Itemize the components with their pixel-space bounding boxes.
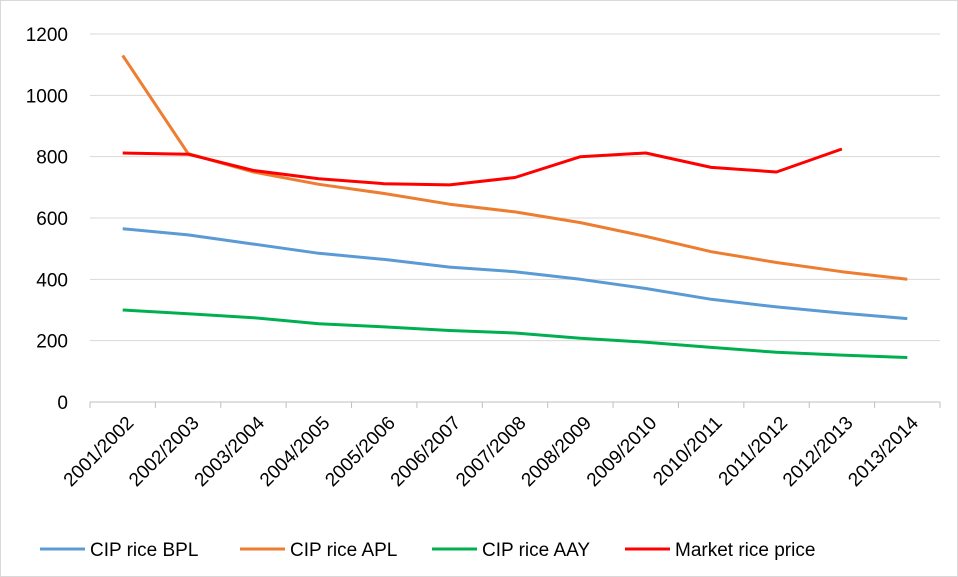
- y-tick-label: 1000: [26, 86, 68, 107]
- legend-label: CIP rice AAY: [482, 540, 590, 561]
- legend-label: CIP rice BPL: [90, 540, 198, 561]
- series-line: [122, 147, 843, 187]
- y-tick-label: 0: [57, 393, 68, 414]
- legend-label: Market rice price: [675, 540, 815, 561]
- y-tick-label: 1200: [26, 25, 68, 46]
- series-line: [122, 227, 908, 321]
- series-line: [122, 308, 908, 359]
- y-tick-label: 400: [36, 270, 68, 291]
- y-tick-label: 600: [36, 209, 68, 230]
- y-tick-label: 200: [36, 332, 68, 353]
- y-tick-label: 800: [36, 148, 68, 169]
- legend-label: CIP rice APL: [290, 540, 397, 561]
